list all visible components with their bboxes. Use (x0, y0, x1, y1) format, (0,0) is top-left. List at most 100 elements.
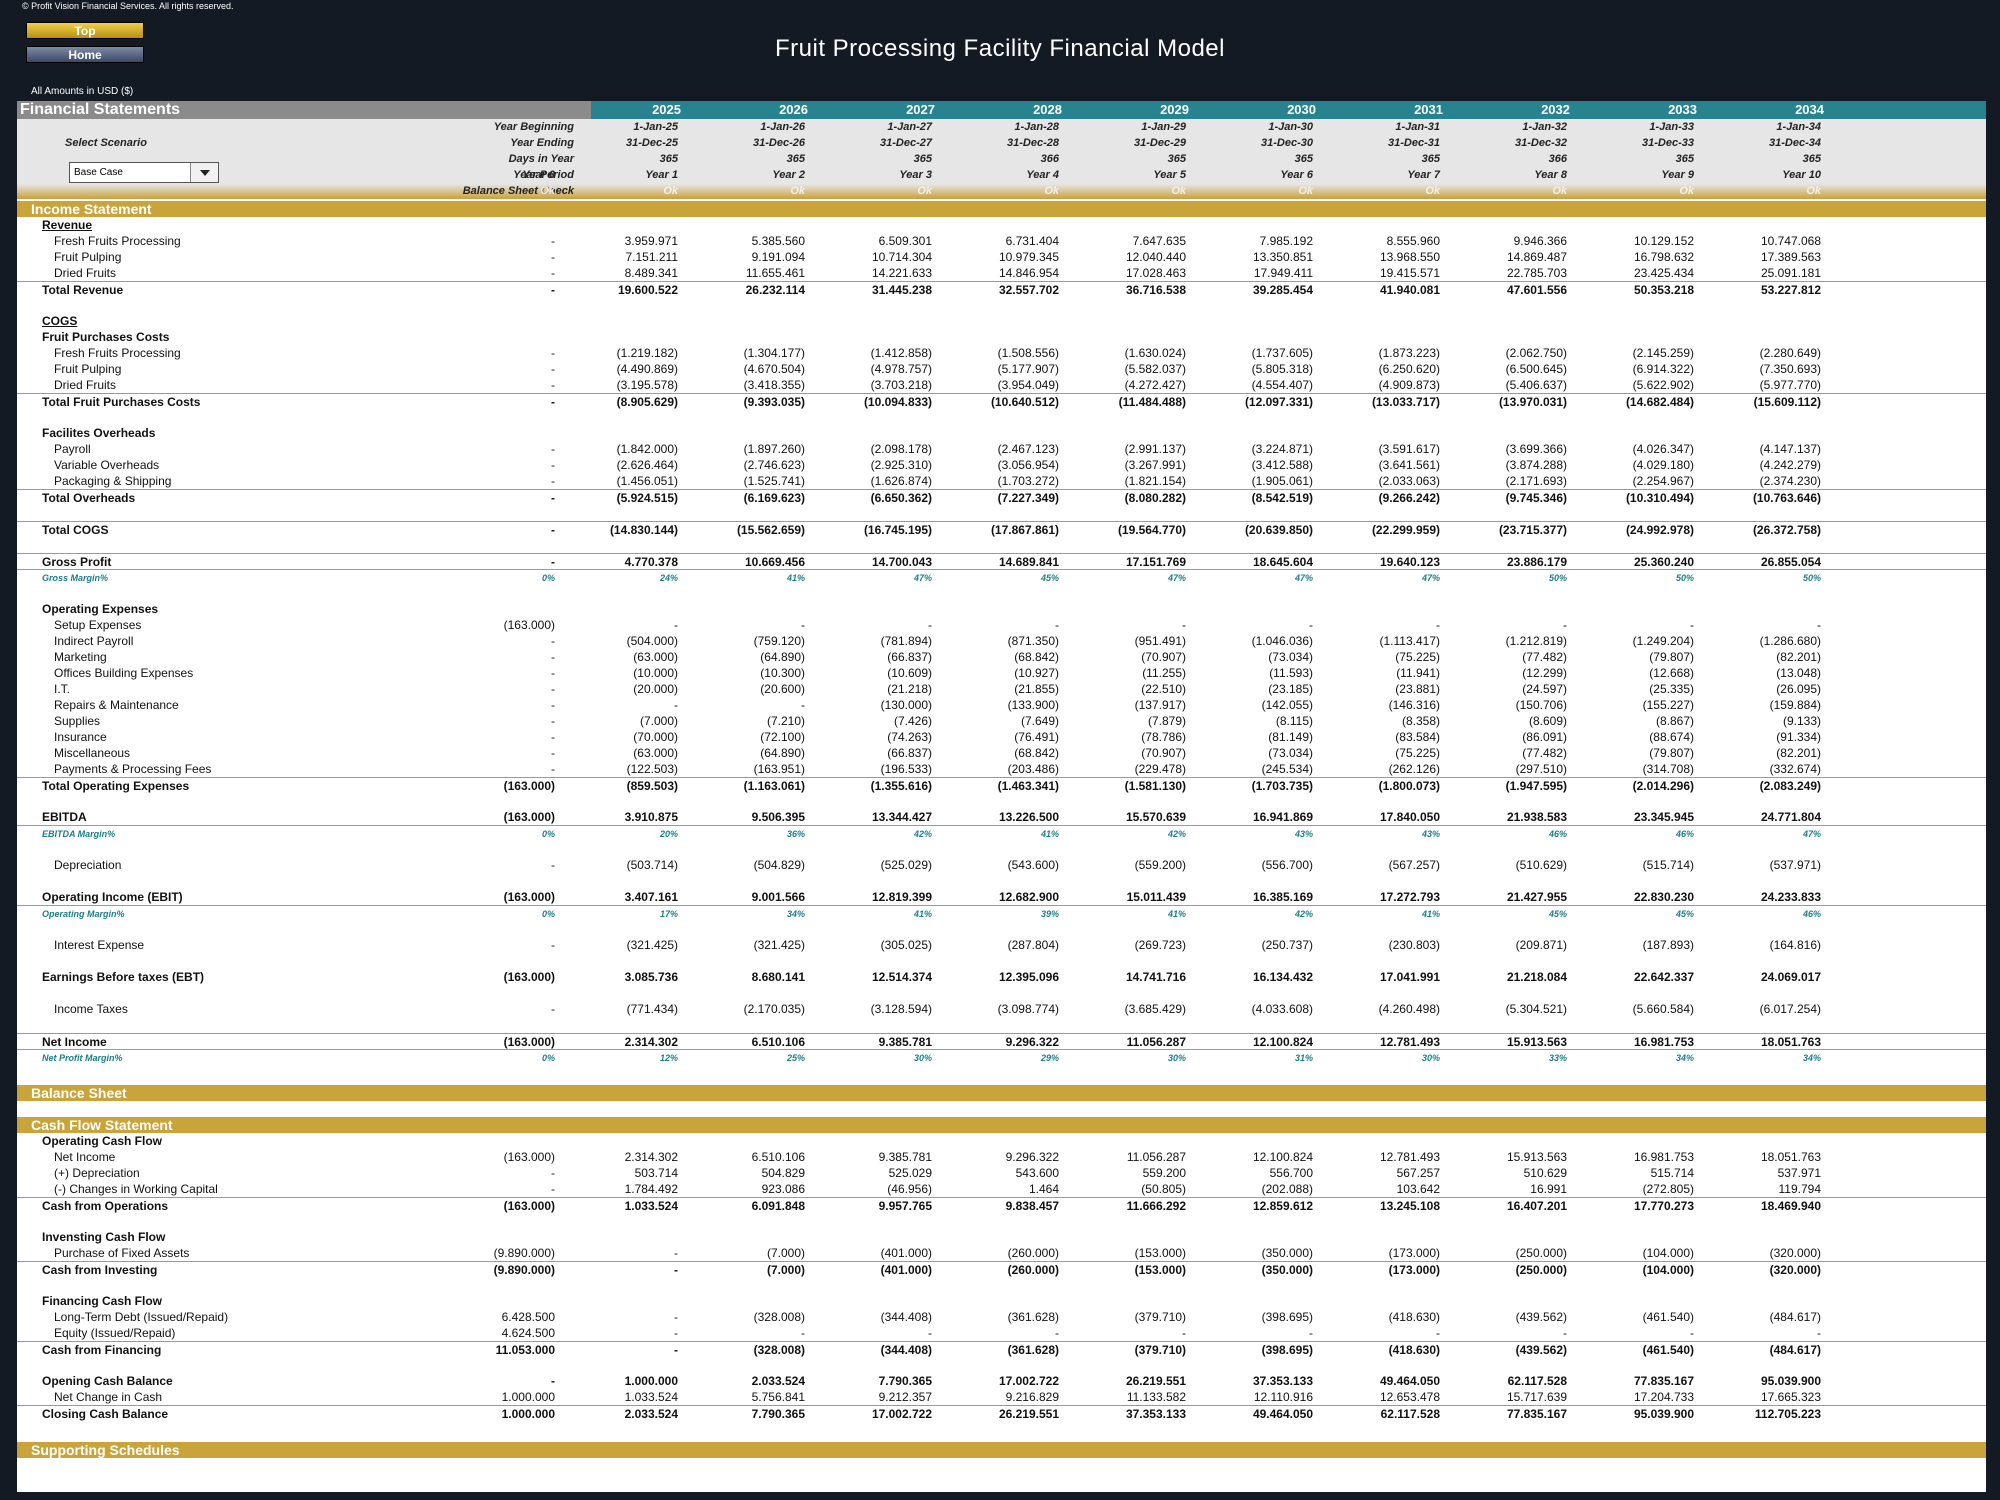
cell-value: 47% (913, 573, 932, 583)
cell-value: (14.830.144) (609, 523, 678, 537)
cell-value: 18.051.763 (1760, 1150, 1821, 1164)
cell-value: - (551, 523, 555, 537)
cell-value: 8.555.960 (1386, 234, 1440, 248)
cell-value: (153.000) (1134, 1246, 1186, 1260)
cell-value: (202.088) (1261, 1182, 1313, 1196)
year-header: 2027 (906, 102, 935, 117)
cell-value: (22.510) (1141, 682, 1186, 696)
cell-value: (2.626.464) (616, 458, 678, 472)
cell-value: 41.940.081 (1379, 283, 1440, 297)
cell-value: 1-Jan-31 (1395, 121, 1440, 133)
cell-value: 3.085.736 (624, 970, 678, 984)
cell-value: 33% (1548, 1053, 1567, 1063)
cell-value: Year 8 (1534, 169, 1567, 181)
page-title: Fruit Processing Facility Financial Mode… (775, 35, 1225, 62)
chevron-down-icon[interactable] (190, 163, 218, 182)
cell-value: 7.647.635 (1132, 234, 1186, 248)
table-row: Operating Expenses (17, 601, 1986, 617)
cell-value: 41% (1167, 909, 1186, 919)
cell-value: (5.177.907) (997, 362, 1059, 376)
cell-value: - (1182, 618, 1186, 632)
cell-value: 41% (786, 573, 805, 583)
cell-value: 2.033.524 (624, 1407, 678, 1421)
cell-value: (50.805) (1141, 1182, 1186, 1196)
cell-value: 1-Jan-30 (1268, 121, 1313, 133)
cell-value: 36% (786, 829, 805, 839)
cell-value: 365 (1802, 153, 1821, 165)
scenario-dropdown[interactable]: Base Case (69, 162, 219, 183)
spacer-row (17, 873, 1986, 889)
cell-value: (1.286.680) (1759, 634, 1821, 648)
cell-value: 17.002.722 (871, 1407, 932, 1421)
copyright-text: © Profit Vision Financial Services. All … (22, 1, 234, 11)
cell-value: 12.040.440 (1125, 250, 1186, 264)
cell-value: (320.000) (1769, 1263, 1821, 1277)
cell-value: (76.491) (1014, 730, 1059, 744)
cell-value: 8.680.141 (751, 970, 805, 984)
cell-value: (146.316) (1388, 698, 1440, 712)
cell-value: 0% (541, 909, 555, 919)
cell-value: 12.100.824 (1252, 1035, 1313, 1049)
row-label: Revenue (42, 218, 93, 232)
table-row: Gross Profit - 4.770.378 10.669.456 14.700.0… (17, 553, 1986, 569)
top-button[interactable]: Top (26, 22, 144, 39)
cell-value: 31-Dec-29 (1134, 137, 1186, 149)
row-label: Interest Expense (54, 938, 145, 952)
cell-value: 23.345.945 (1633, 810, 1694, 824)
cell-value: 21.938.583 (1506, 810, 1567, 824)
cell-value: (1.456.051) (616, 474, 678, 488)
cell-value: 9.191.094 (751, 250, 805, 264)
cell-value: (196.533) (880, 762, 932, 776)
row-label: Days in Year (508, 153, 574, 165)
home-button[interactable]: Home (26, 46, 144, 63)
cell-value: 18.645.604 (1252, 555, 1313, 569)
cell-value: 31-Dec-27 (880, 137, 932, 149)
cell-value: (24.597) (1522, 682, 1567, 696)
cell-value: 17.665.323 (1760, 1390, 1821, 1404)
cell-value: (7.000) (639, 714, 678, 728)
cell-value: (142.055) (1261, 698, 1313, 712)
cell-value: (484.617) (1769, 1310, 1821, 1324)
table-row: Payments & Processing Fees - (122.503) (163… (17, 761, 1986, 777)
cell-value: (461.540) (1642, 1343, 1694, 1357)
cell-value: (3.591.617) (1378, 442, 1440, 456)
cell-value: 7.790.365 (878, 1374, 932, 1388)
table-row: EBITDA Margin% 0% 20% 36% 42% 41% 42% 43% 43% 46%… (17, 825, 1986, 841)
cell-value: (5.805.318) (1251, 362, 1313, 376)
cell-value: 16.991 (1530, 1182, 1567, 1196)
table-row: Total Revenue - 19.600.522 26.232.114 31.445… (17, 281, 1986, 297)
cell-value: 77.835.167 (1633, 1374, 1694, 1388)
cell-value: (314.708) (1642, 762, 1694, 776)
cell-value: 45% (1548, 909, 1567, 919)
row-label: Fruit Pulping (54, 362, 122, 376)
cell-value: (1.304.177) (743, 346, 805, 360)
cell-value: 11.666.292 (1126, 1199, 1186, 1213)
cell-value: - (1690, 618, 1694, 632)
cell-value: (10.094.833) (863, 395, 932, 409)
cell-value: 366 (1040, 153, 1059, 165)
table-row: Operating Margin% 0% 17% 34% 41% 39% 41% 42% 41%… (17, 905, 1986, 921)
cell-value: 32.557.702 (998, 283, 1059, 297)
table-row: Opening Cash Balance - 1.000.000 2.033.524 7… (17, 1373, 1986, 1389)
cell-value: (68.842) (1014, 746, 1059, 760)
cell-value: 34% (1802, 1053, 1821, 1063)
cell-value: 19.640.123 (1379, 555, 1440, 569)
cell-value: (66.837) (887, 650, 932, 664)
row-label: Gross Margin% (42, 573, 109, 583)
cell-value: (78.786) (1141, 730, 1186, 744)
cell-value: 20% (659, 829, 678, 839)
cell-value: 17% (659, 909, 678, 919)
cell-value: 2.033.524 (751, 1374, 805, 1388)
cell-value: 9.296.322 (1005, 1150, 1059, 1164)
spacer-row (17, 1357, 1986, 1373)
cell-value: - (801, 1326, 805, 1340)
row-label: Net Income (42, 1035, 107, 1049)
cell-value: 6.509.301 (878, 234, 932, 248)
cell-value: (504.829) (753, 858, 805, 872)
cell-value: 17.770.273 (1633, 1199, 1694, 1213)
cell-value: (16.745.195) (863, 523, 932, 537)
income-statement-header: Income Statement (17, 201, 1986, 217)
table-row: Cash from Financing 11.053.000 - (328.008) (… (17, 1341, 1986, 1357)
cell-value: - (674, 1310, 678, 1324)
cell-value: (321.425) (753, 938, 805, 952)
